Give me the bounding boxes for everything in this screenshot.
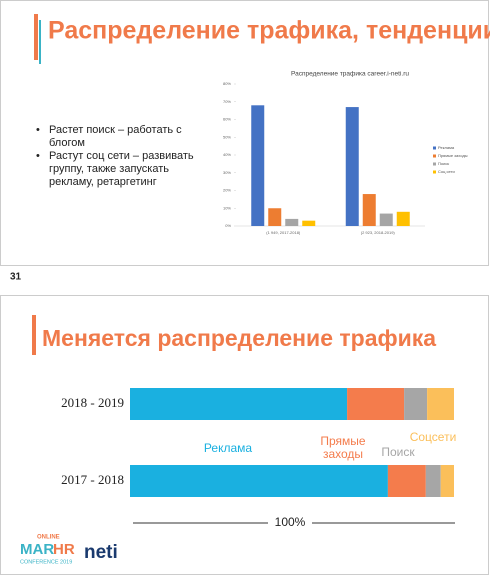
bar bbox=[251, 105, 265, 226]
bar-segment bbox=[347, 388, 405, 420]
y-tick-label: 80% bbox=[223, 81, 231, 86]
accent-bar bbox=[34, 14, 38, 60]
y-tick-label: 30% bbox=[223, 170, 231, 175]
series-label: Поиск bbox=[381, 445, 415, 459]
bar bbox=[268, 208, 282, 226]
legend-swatch bbox=[433, 170, 436, 174]
bar bbox=[379, 213, 393, 226]
series-label: Соцсети bbox=[410, 430, 457, 444]
slide-title: Распределение трафика, тенденции bbox=[48, 17, 490, 45]
bullet: Растет поиск – работать с блогом bbox=[49, 124, 182, 149]
legend-label: Соц сети bbox=[438, 169, 455, 174]
series-label: Реклама bbox=[204, 441, 252, 455]
legend-swatch bbox=[433, 146, 436, 150]
annotation: 100% bbox=[275, 515, 306, 529]
bar bbox=[285, 218, 299, 226]
legend-swatch bbox=[433, 154, 436, 158]
bar-segment bbox=[130, 388, 348, 420]
legend-label: Поиск bbox=[438, 161, 449, 166]
bullet-marker: • bbox=[36, 124, 40, 136]
page-number: 31 bbox=[10, 272, 22, 283]
slide-frame bbox=[0, 295, 489, 575]
bar-segment bbox=[425, 465, 441, 497]
logo-conference: CONFERENCE 2019 bbox=[20, 559, 72, 565]
x-tick-label: (1 949, 2017-2018) bbox=[266, 230, 301, 235]
bar-segment bbox=[440, 465, 454, 497]
y-tick-label: 2018 - 2019 bbox=[61, 395, 124, 410]
logo-badge: ONLINE bbox=[37, 535, 60, 541]
bullet-marker: • bbox=[36, 150, 40, 162]
bar bbox=[345, 107, 359, 226]
y-tick-label: 2017 - 2018 bbox=[61, 472, 124, 487]
bar bbox=[302, 220, 316, 226]
chart-title: Распределение трафика career.i-neti.ru bbox=[291, 71, 409, 78]
logo-mar: MAR bbox=[20, 541, 54, 558]
bar-segment bbox=[387, 465, 426, 497]
x-tick-label: (2 923, 2018-2019) bbox=[361, 230, 396, 235]
legend-label: Прямые заходы bbox=[438, 153, 468, 158]
bullet-list: • • Растет поиск – работать с блогом Раст… bbox=[36, 124, 194, 188]
y-tick-label: 60% bbox=[223, 117, 231, 122]
bullet: Растут соц сети – развивать группу, также… bbox=[49, 150, 194, 188]
logo-hr: HR bbox=[53, 541, 75, 558]
bar-segment bbox=[427, 388, 454, 420]
accent-bar bbox=[39, 20, 41, 64]
bar-segment bbox=[130, 465, 388, 497]
annotation-bg bbox=[268, 515, 312, 531]
bar-segment bbox=[404, 388, 428, 420]
y-tick-label: 10% bbox=[223, 205, 231, 210]
legend-swatch bbox=[433, 162, 436, 166]
legend-label: Реклама bbox=[438, 145, 455, 150]
y-tick-label: 40% bbox=[223, 152, 231, 157]
accent-bar bbox=[32, 315, 36, 355]
bar bbox=[396, 211, 410, 226]
y-tick-label: 70% bbox=[223, 99, 231, 104]
slide-title: Меняется распределение трафика bbox=[42, 325, 436, 351]
y-tick-label: 0% bbox=[225, 223, 231, 228]
y-tick-label: 20% bbox=[223, 188, 231, 193]
y-tick-label: 50% bbox=[223, 134, 231, 139]
logo-brand: neti bbox=[84, 542, 118, 563]
bar bbox=[362, 194, 376, 226]
series-label: Прямые заходы bbox=[320, 434, 366, 461]
